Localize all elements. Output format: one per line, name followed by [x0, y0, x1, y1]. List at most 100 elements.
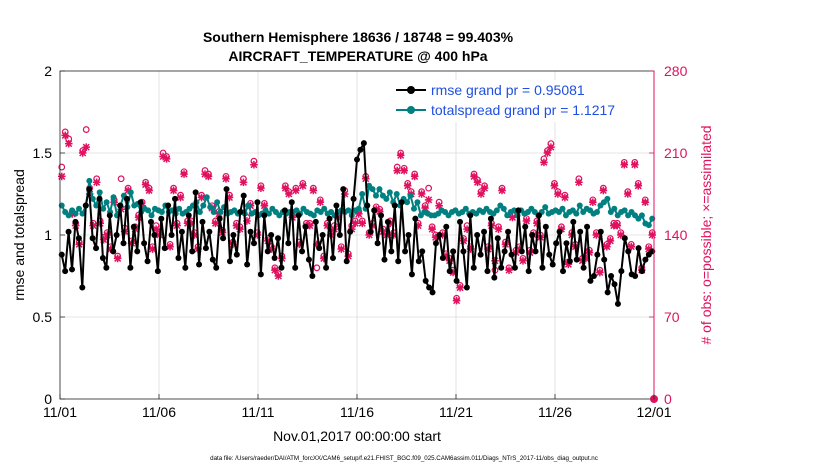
rmse-point	[446, 268, 453, 275]
obs-assimilated-point	[274, 272, 283, 280]
rmse-point	[213, 264, 220, 271]
left-tick-label: 0	[44, 391, 52, 407]
obs-assimilated-point	[508, 213, 517, 222]
rmse-point	[86, 186, 93, 193]
rmse-point	[415, 258, 422, 265]
rmse-point	[278, 264, 285, 271]
rmse-point	[477, 251, 484, 258]
obs-assimilated-point	[145, 186, 153, 195]
rmse-point	[388, 248, 395, 255]
rmse-point	[384, 218, 391, 225]
obs-assimilated-point	[257, 184, 265, 192]
totalspread-point	[383, 195, 390, 202]
obs-assimilated-point	[547, 143, 555, 151]
totalspread-point	[355, 205, 362, 212]
left-axis-label: rmse and totalspread	[11, 169, 27, 301]
rmse-point	[511, 264, 518, 271]
obs-assimilated-point	[630, 160, 639, 169]
rmse-point	[333, 202, 340, 209]
obs-assimilated-point	[644, 245, 653, 253]
totalspread-point	[414, 199, 421, 206]
rmse-point	[141, 240, 148, 247]
rmse-point	[295, 212, 302, 219]
obs-assimilated-point	[64, 139, 73, 148]
obs-assimilated-point	[414, 221, 422, 230]
obs-assimilated-point	[400, 166, 408, 175]
rmse-point	[522, 223, 529, 230]
rmse-point	[395, 258, 402, 265]
rmse-point	[302, 223, 309, 230]
rmse-point	[113, 232, 120, 238]
left-tick-label: 2	[44, 63, 52, 79]
rmse-point	[72, 218, 79, 225]
rmse-point	[608, 273, 615, 279]
obs-assimilated-point	[599, 186, 608, 195]
rmse-point	[347, 228, 354, 235]
obs-assimilated-point	[456, 283, 464, 292]
rmse-point	[484, 268, 491, 275]
obs-assimilated-point	[564, 260, 573, 269]
obs-assimilated-point	[480, 184, 489, 192]
rmse-point	[285, 240, 292, 247]
obs-assimilated-point	[239, 178, 248, 187]
chart-title-line1: Southern Hemisphere 18636 / 18748 = 99.4…	[203, 29, 514, 45]
rmse-point	[563, 240, 570, 247]
totalspread-point	[604, 195, 611, 202]
rmse-point	[632, 273, 639, 279]
obs-assimilated-point	[340, 190, 349, 198]
obs-assimilated-point	[306, 221, 314, 230]
x-tick-label: 11/21	[439, 404, 473, 420]
rmse-point	[638, 268, 645, 275]
totalspread-point	[86, 177, 93, 184]
rmse-point	[110, 248, 117, 255]
obs-assimilated-point	[141, 180, 150, 189]
x-tick-label: 11/06	[142, 404, 176, 420]
totalspread-point	[542, 204, 549, 211]
rmse-point	[336, 232, 343, 238]
rmse-point	[154, 268, 161, 275]
rmse-point	[233, 251, 240, 258]
rmse-point	[505, 228, 512, 235]
rmse-point	[329, 254, 336, 261]
rmse-point	[367, 228, 374, 235]
legend-rmse-label: rmse grand pr = 0.95081	[431, 82, 585, 98]
obs-assimilated-point	[431, 233, 440, 242]
rmse-point	[254, 199, 261, 206]
totalspread-point	[410, 205, 417, 212]
obs-assimilated-point	[396, 151, 405, 160]
rmse-point	[99, 254, 106, 261]
obs-assimilated-point	[260, 201, 269, 210]
rmse-point	[391, 202, 398, 209]
totalspread-point	[176, 205, 183, 212]
rmse-point	[69, 266, 76, 273]
obs-assimilated-point	[442, 252, 450, 260]
obs-assimilated-point	[403, 182, 412, 190]
rmse-point	[137, 199, 144, 206]
rmse-point	[460, 248, 467, 255]
obs-assimilated-point	[320, 254, 328, 263]
rmse-point	[553, 240, 560, 247]
totalspread-point	[265, 210, 272, 217]
rmse-point	[542, 223, 549, 230]
x-axis: 11/01 11/06 11/11 11/16 11/21 11/26 12/01	[43, 394, 672, 420]
rmse-point	[381, 256, 388, 263]
obs-assimilated-point	[138, 201, 146, 210]
rmse-point	[621, 235, 628, 242]
obs-assimilated-point	[533, 219, 541, 228]
rmse-point	[151, 232, 158, 238]
rmse-point	[240, 192, 247, 199]
obs-assimilated-point	[267, 245, 276, 253]
obs-assimilated-point	[641, 198, 650, 206]
obs-assimilated-point	[561, 193, 569, 202]
rmse-point	[93, 245, 100, 252]
rmse-point	[546, 251, 553, 258]
rmse-point	[65, 228, 72, 235]
obs-assimilated-point	[113, 254, 122, 263]
rmse-point	[601, 256, 608, 263]
obs-assimilated-point	[162, 155, 171, 163]
obs-assimilated-point	[606, 237, 615, 245]
rmse-point	[350, 195, 357, 202]
obs-possible-point	[117, 175, 125, 183]
totalspread-point	[645, 222, 652, 229]
x-tick-label: 11/11	[242, 404, 275, 420]
